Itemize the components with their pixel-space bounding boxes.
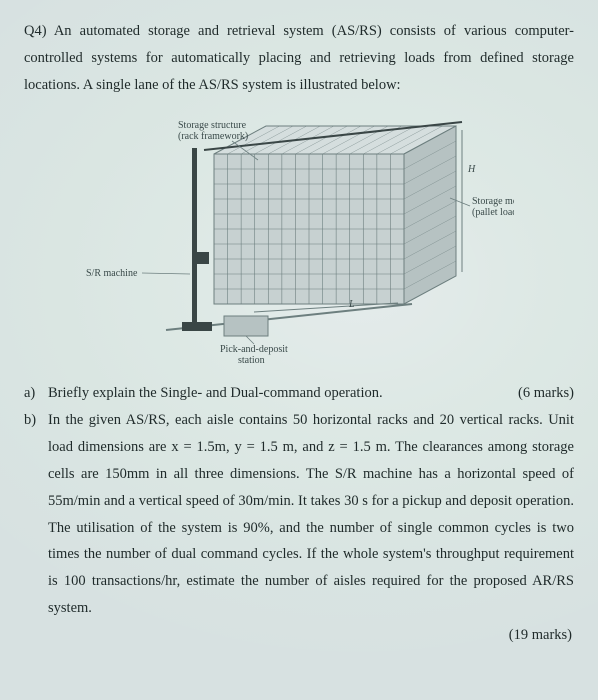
figure-container: L H Storage structure(rack framework) Stora… — [24, 106, 574, 378]
svg-text:Pick-and-deposit: Pick-and-deposit — [220, 344, 288, 355]
asrs-figure: L H Storage structure(rack framework) Stora… — [84, 106, 514, 378]
part-b-marks: (19 marks) — [24, 622, 574, 649]
part-b-text: In the given AS/RS, each aisle contains … — [48, 412, 574, 616]
intro-text: An automated storage and retrieval syste… — [24, 23, 574, 93]
part-a-text: Briefly explain the Single- and Dual-com… — [48, 385, 383, 401]
part-b: b) In the given AS/RS, each aisle contai… — [24, 407, 574, 622]
svg-text:station: station — [238, 355, 265, 366]
part-b-letter: b) — [24, 407, 48, 622]
svg-text:(pallet loads): (pallet loads) — [472, 207, 514, 218]
part-a: a) Briefly explain the Single- and Dual-… — [24, 380, 574, 407]
question-number: Q4) — [24, 23, 47, 39]
svg-text:H: H — [467, 164, 476, 175]
part-a-letter: a) — [24, 380, 48, 407]
part-a-body: Briefly explain the Single- and Dual-com… — [48, 380, 574, 407]
exam-page: Q4) An automated storage and retrieval s… — [0, 0, 598, 700]
part-a-marks: (6 marks) — [518, 380, 574, 407]
svg-text:Storage module: Storage module — [472, 196, 514, 207]
svg-text:(rack framework): (rack framework) — [178, 131, 248, 142]
svg-text:S/R machine: S/R machine — [86, 268, 138, 279]
part-b-body: In the given AS/RS, each aisle contains … — [48, 407, 574, 622]
question-intro: Q4) An automated storage and retrieval s… — [24, 18, 574, 98]
svg-text:Storage structure: Storage structure — [178, 120, 247, 131]
svg-text:L: L — [348, 299, 355, 310]
